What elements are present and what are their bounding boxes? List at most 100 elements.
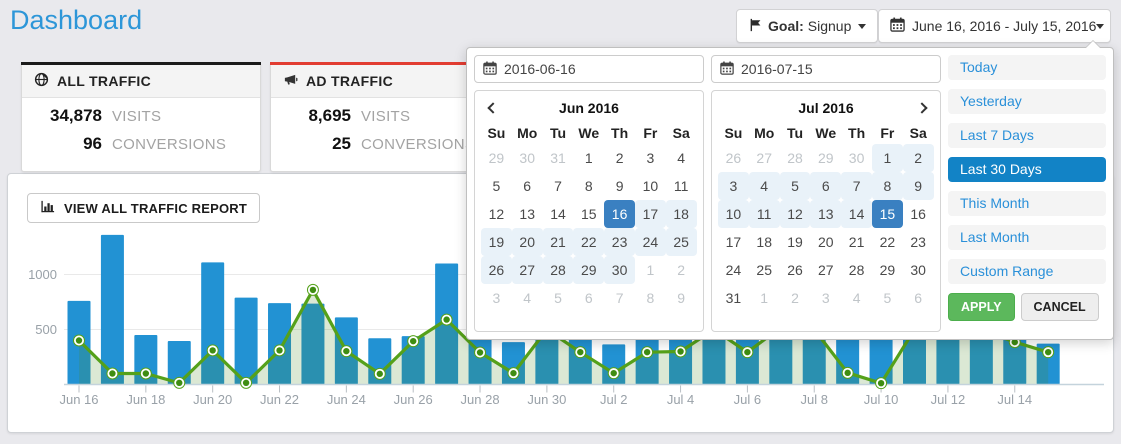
calendar-day[interactable]: 5 (883, 290, 892, 306)
calendar-day[interactable]: 14 (841, 200, 872, 228)
calendar-day[interactable]: 17 (725, 234, 742, 250)
calendar-day[interactable]: 22 (573, 228, 605, 256)
calendar-day[interactable]: 21 (848, 234, 865, 250)
calendar-day[interactable]: 8 (646, 290, 655, 306)
calendar-day[interactable]: 22 (879, 234, 896, 250)
cancel-button[interactable]: CANCEL (1020, 293, 1099, 321)
calendar-day[interactable]: 7 (554, 178, 562, 194)
calendar-day[interactable]: 8 (584, 178, 593, 194)
calendar-day[interactable]: 27 (511, 256, 543, 284)
calendar-day[interactable]: 25 (665, 228, 697, 256)
calendar-day[interactable]: 6 (523, 178, 532, 194)
calendar-day[interactable]: 9 (615, 178, 624, 194)
calendar-day[interactable]: 7 (841, 172, 872, 200)
calendar-day[interactable]: 3 (718, 172, 749, 200)
calendar-day[interactable]: 29 (488, 150, 505, 166)
calendar-day[interactable]: 26 (725, 150, 742, 166)
calendar-day[interactable]: 31 (550, 150, 566, 166)
calendar-day[interactable]: 31 (725, 290, 742, 306)
calendar-day-selected[interactable]: 15 (871, 200, 903, 228)
calendar-day[interactable]: 14 (550, 206, 566, 222)
calendar-day[interactable]: 26 (481, 256, 512, 284)
calendar-day[interactable]: 13 (519, 206, 535, 222)
calendar-day[interactable]: 20 (818, 234, 834, 250)
calendar-day[interactable]: 24 (634, 228, 666, 256)
calendar-day[interactable]: 25 (756, 262, 772, 278)
calendar-day[interactable]: 5 (554, 290, 562, 306)
calendar-day[interactable]: 12 (779, 200, 811, 228)
calendar-day[interactable]: 1 (760, 290, 769, 306)
calendar-day[interactable]: 28 (542, 256, 574, 284)
calendar-day[interactable]: 11 (748, 200, 780, 228)
calendar-day[interactable]: 2 (791, 290, 799, 306)
calendar-day[interactable]: 13 (810, 200, 842, 228)
calendar-day[interactable]: 1 (871, 144, 903, 172)
calendar-day[interactable]: 5 (492, 178, 501, 194)
calendar-day[interactable]: 10 (642, 178, 659, 194)
calendar-day[interactable]: 19 (787, 234, 803, 250)
calendar-day[interactable]: 1 (584, 150, 593, 166)
range-option-custom-range[interactable]: Custom Range (948, 259, 1106, 284)
calendar-day[interactable]: 15 (581, 206, 597, 222)
calendar-day[interactable]: 9 (677, 290, 686, 306)
calendar-day[interactable]: 27 (818, 262, 834, 278)
calendar-day[interactable]: 9 (902, 172, 934, 200)
calendar-day[interactable]: 4 (523, 290, 532, 306)
range-option-last-30-days[interactable]: Last 30 Days (948, 157, 1106, 182)
calendar-day[interactable]: 18 (756, 234, 772, 250)
calendar-day[interactable]: 28 (848, 262, 865, 278)
range-option-this-month[interactable]: This Month (948, 191, 1106, 216)
calendar-day[interactable]: 23 (910, 234, 926, 250)
calendar-day[interactable]: 2 (615, 150, 624, 166)
calendar-day-selected[interactable]: 16 (604, 200, 635, 228)
calendar-day[interactable]: 29 (573, 256, 605, 284)
calendar-day[interactable]: 3 (821, 290, 830, 306)
date-range-button[interactable]: June 16, 2016 - July 15, 2016 (878, 9, 1111, 43)
calendar-day[interactable]: 28 (787, 150, 803, 166)
next-month-button[interactable] (912, 97, 934, 119)
calendar-day[interactable]: 29 (879, 262, 896, 278)
range-option-today[interactable]: Today (948, 55, 1106, 80)
calendar-day[interactable]: 3 (492, 290, 501, 306)
range-option-last-7-days[interactable]: Last 7 Days (948, 123, 1106, 148)
calendar-day[interactable]: 6 (584, 290, 593, 306)
calendar-day[interactable]: 23 (604, 228, 635, 256)
calendar-day[interactable]: 6 (914, 290, 923, 306)
calendar-day[interactable]: 1 (646, 262, 655, 278)
range-option-yesterday[interactable]: Yesterday (948, 89, 1106, 114)
calendar-day[interactable]: 30 (848, 150, 865, 166)
end-date-input[interactable]: 2016-07-15 (711, 55, 941, 83)
calendar-day[interactable]: 8 (871, 172, 903, 200)
start-date-input[interactable]: 2016-06-16 (474, 55, 704, 83)
calendar-day[interactable]: 27 (756, 150, 772, 166)
calendar-day[interactable]: 4 (852, 290, 861, 306)
view-all-traffic-report-button[interactable]: VIEW ALL TRAFFIC REPORT (27, 193, 260, 223)
calendar-day[interactable]: 2 (677, 262, 686, 278)
calendar-day[interactable]: 19 (481, 228, 512, 256)
prev-month-button[interactable] (481, 97, 503, 119)
calendar-day[interactable]: 16 (910, 206, 926, 222)
calendar-day[interactable]: 18 (665, 200, 697, 228)
calendar-day[interactable]: 30 (519, 150, 535, 166)
calendar-day[interactable]: 7 (615, 290, 624, 306)
calendar-day[interactable]: 21 (542, 228, 574, 256)
calendar-day[interactable]: 4 (677, 150, 686, 166)
calendar-day[interactable]: 5 (779, 172, 811, 200)
calendar-day[interactable]: 17 (634, 200, 666, 228)
calendar-day[interactable]: 2 (902, 144, 934, 172)
calendar-day[interactable]: 6 (810, 172, 842, 200)
calendar-day[interactable]: 26 (787, 262, 803, 278)
calendar-day[interactable]: 24 (725, 262, 742, 278)
calendar-day[interactable]: 4 (748, 172, 780, 200)
calendar-day[interactable]: 3 (646, 150, 655, 166)
calendar-day[interactable]: 11 (673, 178, 689, 194)
calendar-day[interactable]: 30 (604, 256, 635, 284)
apply-button[interactable]: APPLY (948, 293, 1015, 321)
goal-dropdown-button[interactable]: Goal: Signup (736, 9, 879, 43)
calendar-day[interactable]: 10 (718, 200, 749, 228)
calendar-day[interactable]: 20 (511, 228, 543, 256)
range-option-last-month[interactable]: Last Month (948, 225, 1106, 250)
calendar-day[interactable]: 29 (818, 150, 834, 166)
calendar-day[interactable]: 12 (488, 206, 505, 222)
calendar-day[interactable]: 30 (910, 262, 926, 278)
